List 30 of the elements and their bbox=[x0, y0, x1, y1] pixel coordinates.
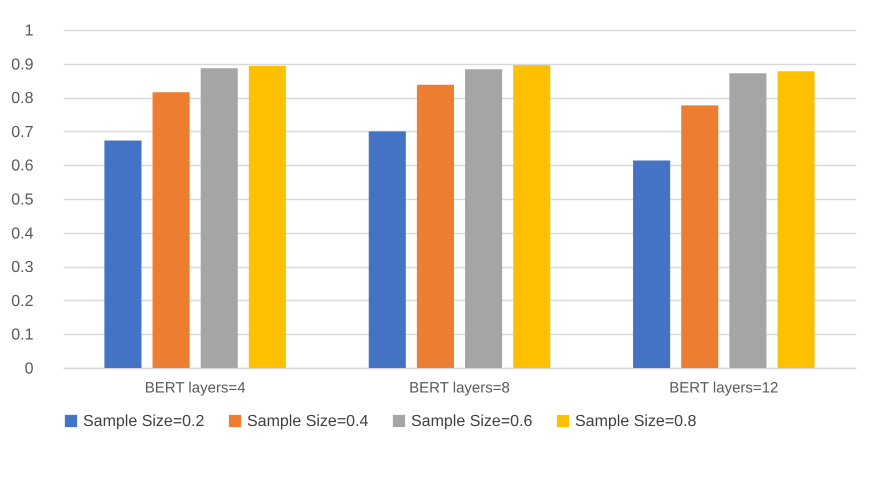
y-tick-label: 0.9 bbox=[11, 56, 34, 74]
x-tick-label: BERT layers=4 bbox=[144, 380, 246, 396]
bar bbox=[152, 92, 190, 368]
y-tick-label: 1 bbox=[24, 22, 34, 40]
legend-label: Sample Size=0.6 bbox=[411, 413, 533, 430]
bar bbox=[778, 71, 815, 368]
legend-label: Sample Size=0.4 bbox=[247, 413, 369, 430]
bar bbox=[104, 140, 142, 368]
bar bbox=[681, 105, 718, 368]
bar bbox=[633, 160, 670, 368]
bar bbox=[368, 131, 406, 368]
y-tick-label: 0.8 bbox=[11, 90, 34, 108]
x-tick-label: BERT layers=12 bbox=[669, 380, 778, 396]
bar bbox=[513, 65, 550, 368]
y-tick-label: 0.4 bbox=[11, 225, 34, 242]
legend-label: Sample Size=0.2 bbox=[83, 413, 205, 430]
y-tick-label: 0 bbox=[24, 360, 34, 378]
bar bbox=[729, 73, 766, 368]
bar bbox=[248, 66, 286, 368]
y-tick-label: 0.7 bbox=[11, 124, 34, 141]
y-tick-label: 0.1 bbox=[11, 326, 34, 344]
bar bbox=[200, 68, 238, 368]
y-tick-label: 0.6 bbox=[11, 158, 34, 175]
y-tick-label: 0.3 bbox=[11, 259, 34, 276]
bar bbox=[416, 84, 454, 368]
y-tick-label: 0.5 bbox=[11, 192, 34, 208]
y-tick-label: 0.2 bbox=[11, 292, 34, 310]
bar bbox=[465, 69, 502, 368]
x-tick-label: BERT layers=8 bbox=[409, 380, 510, 396]
legend-label: Sample Size=0.8 bbox=[575, 413, 697, 430]
